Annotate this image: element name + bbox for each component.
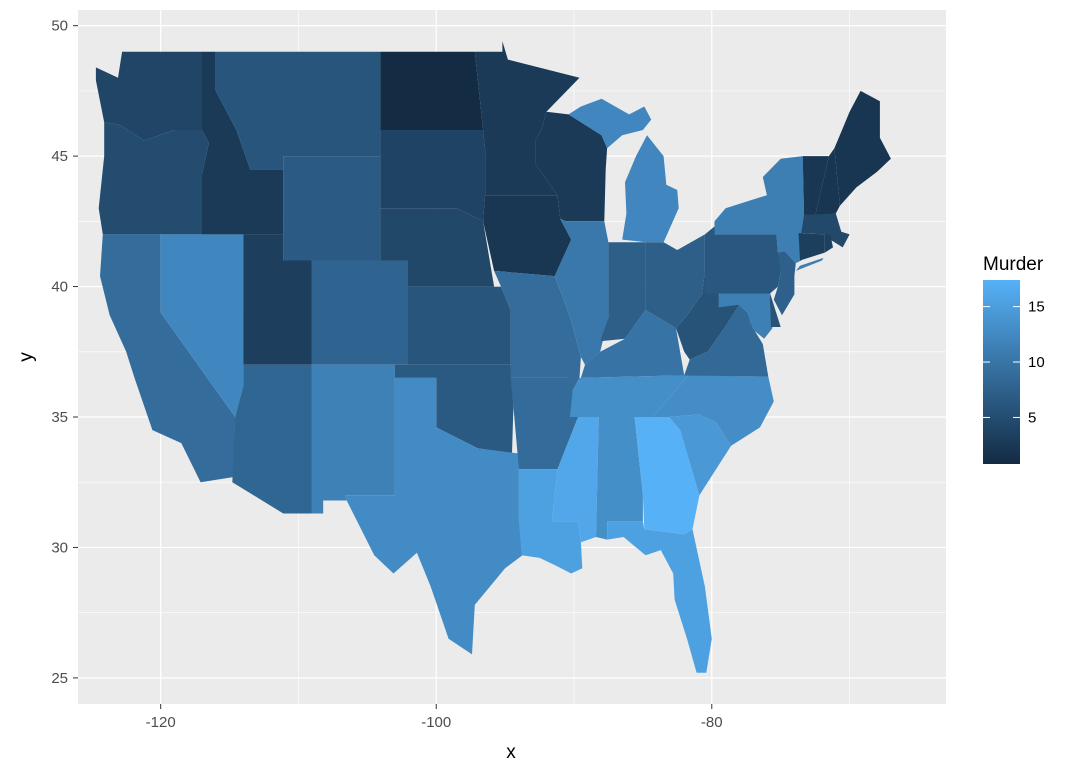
state-texas: [345, 377, 526, 655]
state-georgia: [634, 417, 700, 535]
y-tick-label: 30: [51, 539, 68, 556]
state-north-dakota: [380, 51, 484, 131]
state-washington: [95, 51, 202, 141]
x-tick-label: -80: [701, 714, 723, 731]
state-utah: [243, 234, 312, 365]
state-delaware: [769, 291, 781, 327]
legend: Murder 5 10 15: [983, 254, 1045, 464]
state-virginia: [660, 304, 769, 377]
state-new-jersey: [773, 251, 796, 316]
state-new-mexico: [311, 364, 395, 514]
state-kentucky: [580, 310, 685, 378]
state-south-dakota: [380, 130, 486, 222]
state-michigan: [622, 135, 679, 243]
state-south-carolina: [669, 414, 732, 496]
states-layer: [95, 41, 891, 673]
state-missouri: [494, 270, 581, 391]
state-maryland: [718, 293, 773, 339]
state-louisiana: [518, 469, 583, 574]
state-nevada: [160, 234, 244, 417]
state-oregon: [98, 122, 209, 235]
state-kansas: [408, 286, 511, 365]
state-rhode-island: [824, 234, 833, 253]
state-new-hampshire: [815, 148, 840, 217]
state-idaho: [202, 51, 284, 235]
y-tick-label: 35: [51, 409, 68, 426]
x-tick-label: -120: [146, 714, 176, 731]
state-california: [100, 234, 236, 483]
state-alabama: [596, 417, 643, 540]
state-tennessee: [569, 375, 689, 417]
legend-title: Murder: [983, 254, 1044, 275]
x-axis-title: x: [506, 742, 516, 763]
state-vermont: [802, 156, 829, 217]
state-massachusetts: [801, 213, 850, 248]
state-mississippi: [552, 417, 599, 543]
axes: -120 -100 -80 25 30 35 40 45 50: [51, 18, 722, 731]
legend-tick-label: 10: [1028, 354, 1045, 371]
state-pennsylvania: [704, 226, 785, 294]
state-illinois: [554, 218, 609, 365]
state-michigan-up: [568, 98, 652, 149]
state-oklahoma: [394, 364, 514, 454]
state-indiana: [600, 242, 646, 342]
y-tick-label: 40: [51, 279, 68, 296]
state-iowa: [483, 195, 572, 277]
legend-tick-label: 15: [1028, 299, 1045, 316]
x-tick-label: -100: [421, 714, 451, 731]
state-nebraska: [380, 208, 495, 287]
legend-tick-label: 5: [1028, 409, 1036, 426]
state-wyoming: [283, 156, 381, 261]
state-minnesota: [474, 41, 580, 196]
state-arkansas: [510, 377, 579, 470]
state-colorado: [311, 260, 408, 365]
state-north-carolina: [652, 375, 774, 446]
y-tick-label: 25: [51, 670, 68, 687]
state-ohio: [645, 234, 705, 329]
state-wisconsin: [535, 111, 608, 222]
state-west-virginia: [676, 270, 744, 360]
y-axis-title: y: [16, 352, 37, 362]
state-maine: [834, 90, 891, 206]
state-arizona: [232, 364, 312, 514]
y-tick-label: 50: [51, 18, 68, 35]
legend-colorbar: [983, 280, 1020, 464]
state-new-york: [714, 156, 805, 264]
state-long-island: [795, 257, 824, 271]
state-connecticut: [798, 233, 825, 261]
y-tick-label: 45: [51, 148, 68, 165]
state-montana: [215, 51, 381, 170]
state-florida: [607, 521, 712, 673]
